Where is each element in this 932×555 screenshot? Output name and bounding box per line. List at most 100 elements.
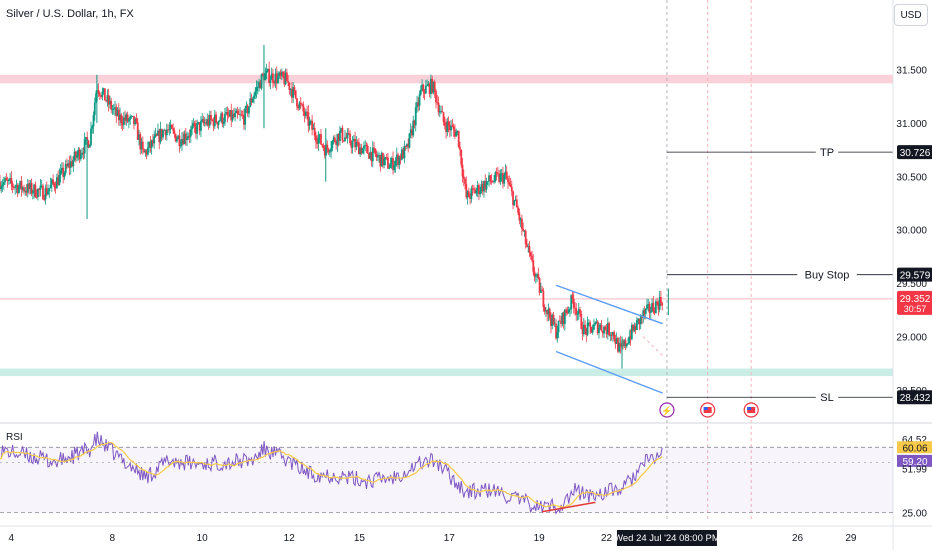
candle-body [301,104,303,105]
candle-body [630,325,633,340]
candle-body [528,246,531,253]
rsi-band-fill [0,447,893,513]
candle-body [342,140,345,142]
candle-body [107,95,110,105]
candle-body [399,156,402,160]
candle-body [152,140,154,144]
candle-body [498,173,501,182]
candle-body [462,176,465,179]
candle-body [103,88,106,101]
candle-body [213,114,216,127]
candle-body [127,119,130,122]
price-tick-label: 30.500 [896,172,927,183]
candle-body [634,326,637,331]
candle-body [428,83,431,94]
candle-body [369,151,372,159]
candle-body [215,114,217,123]
candle-body [485,181,488,190]
chart-title: Silver / U.S. Dollar, 1h, FX [6,8,134,20]
candle-body [292,87,295,98]
candle-body [480,184,483,192]
candle-body [135,118,138,123]
candle-body [101,91,104,97]
candle-body [433,81,436,91]
candle-body [102,88,105,92]
time-tick-label: 4 [8,533,14,544]
candle-body [653,311,656,314]
candle-body [121,122,124,125]
candle-body [54,187,57,189]
candle-body [656,301,659,304]
candle-body [269,79,272,83]
candle-body [536,274,538,276]
candle-body [603,326,605,334]
candle-body [594,322,597,325]
candle-body [313,127,316,136]
candle-body [494,172,497,181]
candle-body [105,100,108,102]
candle-body [547,308,550,315]
candle-body [649,311,652,313]
candle-body [226,112,229,116]
candle-body [44,188,47,200]
candle-body [82,152,85,154]
candle-body [465,183,468,198]
candle-body [117,109,120,121]
candle-body [456,130,459,132]
candle-body [196,123,199,134]
candle-body [1,184,4,187]
candle-body [424,85,427,94]
candle-body [644,308,647,315]
time-tick-label: 19 [534,533,546,544]
candle-body [351,141,354,148]
rsi-ma-line [0,441,663,508]
candle-body [508,182,511,185]
candle-body [484,181,487,190]
candle-body [385,157,388,159]
candle-body [66,164,68,167]
candle-body [95,93,97,103]
candle-body [177,135,180,139]
candle-body [315,135,317,142]
candle-body [635,319,638,331]
candle-body [360,147,363,154]
candle-body [308,121,311,126]
candle-body [130,116,133,117]
candle-body [509,184,512,187]
candle-body [79,154,82,160]
candle-body [285,72,288,82]
candle-body [445,125,447,132]
candle-body [9,177,12,180]
candle-body [11,183,14,187]
candle-body [545,310,547,312]
candle-body [442,112,445,123]
candle-body [239,114,241,116]
candle-body [579,309,581,314]
candle-body [638,318,641,325]
candle-body [216,122,219,125]
candle-body [37,188,39,198]
candle-body [507,178,509,183]
candle-body [251,98,254,103]
candle-body [302,104,305,112]
candle-body [221,113,224,124]
candle-body [273,82,276,84]
candle-body [322,145,325,149]
currency-button[interactable]: USD [894,4,928,26]
candle-body [648,304,651,313]
candle-body [606,323,609,335]
rsi-tick-label: 51.99 [902,464,927,475]
candle-body [328,151,331,153]
price-tick-label: 29.000 [896,333,927,344]
candle-body [416,102,418,108]
candles [0,44,669,369]
candle-body [432,81,435,93]
candle-body [408,133,411,148]
candle-body [627,343,629,344]
candle-body [97,90,100,94]
candle-body [90,128,92,145]
candle-body [441,110,444,113]
candle-body [297,106,300,109]
candle-body [514,199,517,201]
candle-body [57,177,60,186]
